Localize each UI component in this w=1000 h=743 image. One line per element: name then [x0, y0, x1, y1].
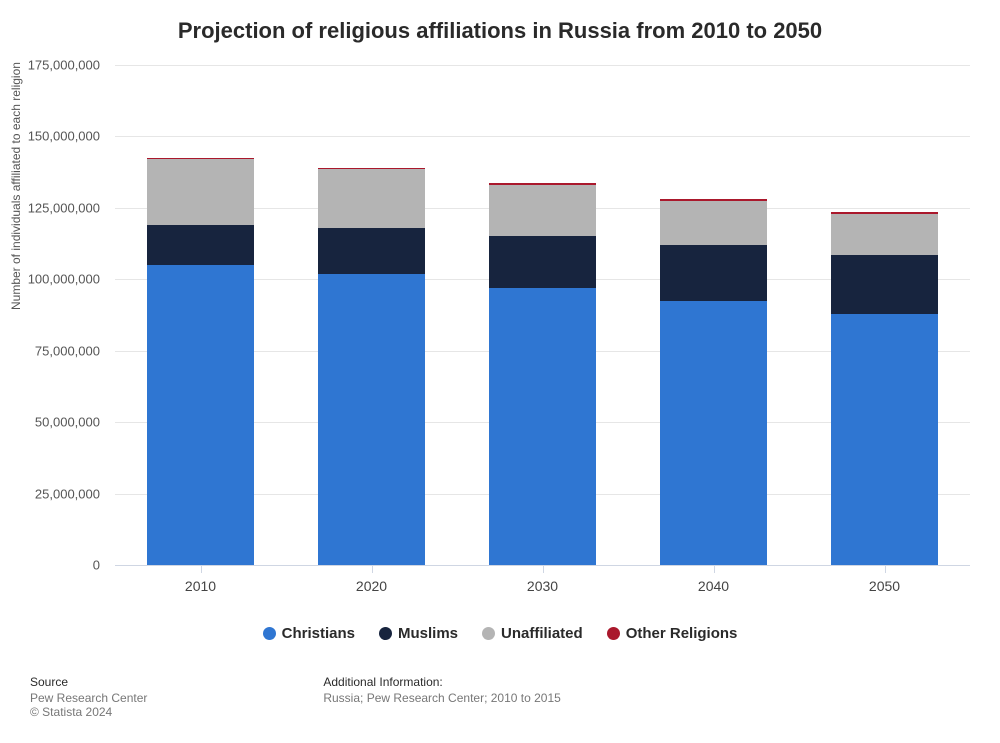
x-tick-label: 2020 — [356, 578, 387, 594]
y-tick-label: 75,000,000 — [10, 343, 100, 358]
bar-group — [831, 212, 937, 565]
bar-segment-unaffiliated — [318, 169, 424, 228]
legend-swatch — [482, 627, 495, 640]
legend-swatch — [379, 627, 392, 640]
bar-segment-muslims — [318, 228, 424, 274]
legend-label: Muslims — [398, 625, 458, 642]
legend-item-christians: Christians — [263, 625, 355, 642]
bar-segment-other — [660, 199, 766, 201]
bar-segment-unaffiliated — [831, 214, 937, 255]
source-heading: Source — [30, 675, 320, 689]
bar-group — [660, 199, 766, 565]
footer-source-col: Source Pew Research Center © Statista 20… — [30, 675, 320, 719]
legend-label: Unaffiliated — [501, 625, 583, 642]
y-tick-label: 175,000,000 — [10, 58, 100, 73]
info-heading: Additional Information: — [323, 675, 560, 689]
x-tick-mark — [714, 565, 715, 573]
legend-swatch — [263, 627, 276, 640]
bar-segment-unaffiliated — [147, 159, 253, 225]
y-tick-label: 100,000,000 — [10, 272, 100, 287]
bar-group — [489, 183, 595, 565]
bar-segment-other — [147, 158, 253, 160]
bar-segment-muslims — [489, 236, 595, 287]
y-tick-label: 25,000,000 — [10, 486, 100, 501]
footer: Source Pew Research Center © Statista 20… — [30, 675, 970, 719]
bar-segment-muslims — [831, 255, 937, 314]
y-tick-label: 150,000,000 — [10, 129, 100, 144]
bar-segment-other — [831, 212, 937, 214]
bar-segment-other — [318, 168, 424, 170]
source-text: Pew Research Center — [30, 691, 320, 705]
bar-group — [147, 158, 253, 565]
plot-area — [115, 65, 970, 565]
legend: Christians Muslims Unaffiliated Other Relig… — [0, 625, 1000, 643]
bar-segment-christians — [831, 314, 937, 565]
y-tick-label: 125,000,000 — [10, 200, 100, 215]
bar-segment-christians — [318, 274, 424, 565]
bar-segment-muslims — [660, 245, 766, 301]
x-tick-mark — [201, 565, 202, 573]
legend-label: Christians — [282, 625, 355, 642]
bar-segment-christians — [489, 288, 595, 565]
footer-info-col: Additional Information: Russia; Pew Rese… — [323, 675, 560, 705]
x-tick-mark — [372, 565, 373, 573]
copyright: © Statista 2024 — [30, 705, 320, 719]
info-text: Russia; Pew Research Center; 2010 to 201… — [323, 691, 560, 705]
bar-segment-christians — [147, 265, 253, 565]
legend-label: Other Religions — [626, 625, 738, 642]
x-tick-label: 2010 — [185, 578, 216, 594]
bar-segment-other — [489, 183, 595, 185]
bar-segment-muslims — [147, 225, 253, 265]
legend-item-other: Other Religions — [607, 625, 738, 642]
x-tick-mark — [885, 565, 886, 573]
y-tick-label: 0 — [10, 558, 100, 573]
bar-segment-unaffiliated — [489, 185, 595, 236]
bar-group — [318, 168, 424, 565]
x-tick-label: 2030 — [527, 578, 558, 594]
legend-item-muslims: Muslims — [379, 625, 458, 642]
y-tick-label: 50,000,000 — [10, 415, 100, 430]
x-tick-label: 2050 — [869, 578, 900, 594]
bar-segment-christians — [660, 301, 766, 565]
legend-swatch — [607, 627, 620, 640]
legend-item-unaffiliated: Unaffiliated — [482, 625, 583, 642]
x-tick-label: 2040 — [698, 578, 729, 594]
x-tick-mark — [543, 565, 544, 573]
gridline — [115, 65, 970, 66]
bar-segment-unaffiliated — [660, 201, 766, 245]
chart-container: Projection of religious affiliations in … — [0, 0, 1000, 743]
chart-title: Projection of religious affiliations in … — [0, 18, 1000, 44]
gridline — [115, 136, 970, 137]
